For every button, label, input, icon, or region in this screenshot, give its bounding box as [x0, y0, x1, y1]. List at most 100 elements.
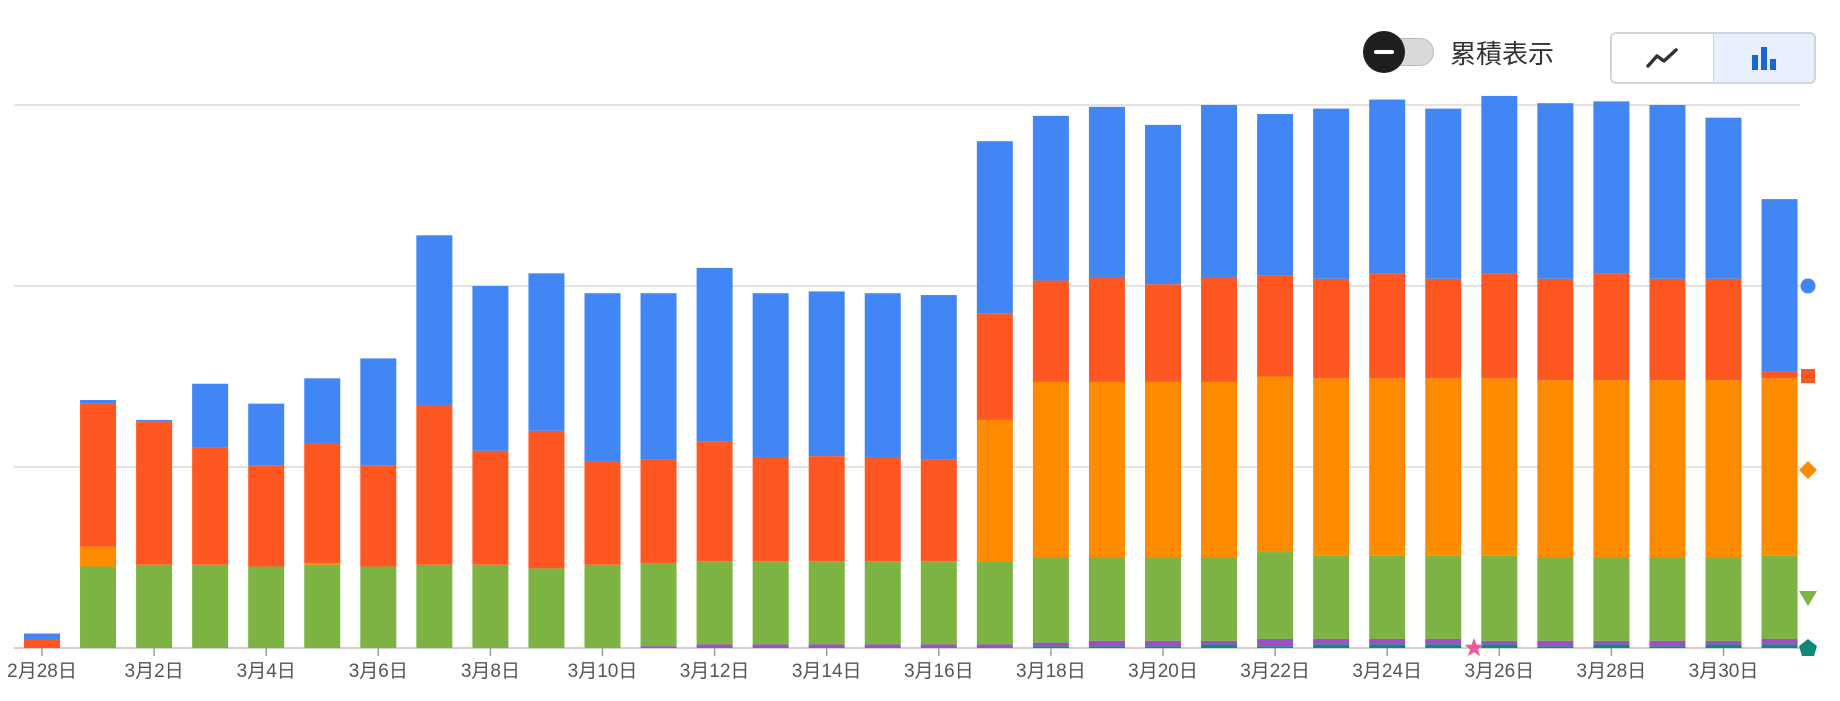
bar-segment[interactable]: [1481, 644, 1518, 648]
bar-segment[interactable]: [920, 459, 957, 562]
bar-view-button[interactable]: [1712, 34, 1814, 82]
bar-segment[interactable]: [1761, 199, 1798, 372]
bar-segment[interactable]: [136, 419, 173, 422]
bar-segment[interactable]: [976, 561, 1013, 645]
bar-segment[interactable]: [1369, 378, 1406, 556]
bar-segment[interactable]: [696, 644, 733, 648]
bar-segment[interactable]: [192, 564, 229, 648]
bar-segment[interactable]: [1369, 273, 1406, 379]
bar-segment[interactable]: [360, 566, 397, 648]
bar-segment[interactable]: [1088, 557, 1125, 641]
bar-segment[interactable]: [640, 293, 677, 460]
bar-segment[interactable]: [920, 644, 957, 648]
bar-segment[interactable]: [1481, 378, 1518, 556]
bar-segment[interactable]: [248, 566, 285, 648]
bar-segment[interactable]: [1481, 555, 1518, 641]
bar-segment[interactable]: [304, 443, 341, 563]
bar-segment[interactable]: [864, 293, 901, 458]
bar-segment[interactable]: [752, 293, 789, 458]
legend-pentagon-icon[interactable]: [1799, 639, 1817, 656]
bar-segment[interactable]: [1481, 640, 1518, 645]
bar-segment[interactable]: [1369, 99, 1406, 274]
bar-segment[interactable]: [696, 441, 733, 562]
bar-segment[interactable]: [976, 313, 1013, 420]
bar-segment[interactable]: [472, 450, 509, 565]
bar-segment[interactable]: [1705, 117, 1742, 279]
bar-segment[interactable]: [640, 646, 677, 648]
bar-segment[interactable]: [1257, 275, 1294, 377]
bar-segment[interactable]: [1201, 276, 1238, 382]
bar-segment[interactable]: [360, 358, 397, 466]
bar-segment[interactable]: [1537, 278, 1574, 381]
bar-segment[interactable]: [24, 638, 60, 648]
bar-segment[interactable]: [192, 383, 229, 448]
legend-diamond-icon[interactable]: [1799, 461, 1817, 479]
bar-segment[interactable]: [1032, 115, 1069, 281]
bar-segment[interactable]: [584, 293, 621, 462]
legend-triangle-icon[interactable]: [1799, 591, 1817, 606]
bar-segment[interactable]: [808, 456, 845, 562]
bar-segment[interactable]: [1369, 555, 1406, 639]
bar-segment[interactable]: [1088, 646, 1125, 648]
bar-segment[interactable]: [864, 644, 901, 648]
bar-segment[interactable]: [1369, 644, 1406, 648]
bar-segment[interactable]: [584, 564, 621, 648]
bar-segment[interactable]: [1425, 378, 1462, 556]
bar-segment[interactable]: [1593, 101, 1630, 274]
bar-segment[interactable]: [1761, 371, 1798, 379]
bar-segment[interactable]: [1088, 381, 1125, 558]
bar-segment[interactable]: [80, 400, 117, 404]
bar-segment[interactable]: [1537, 380, 1574, 558]
bar-segment[interactable]: [1032, 280, 1069, 382]
bar-segment[interactable]: [808, 291, 845, 457]
bar-segment[interactable]: [80, 566, 117, 648]
bar-segment[interactable]: [1649, 646, 1686, 648]
bar-segment[interactable]: [1425, 555, 1462, 639]
bar-segment[interactable]: [1032, 646, 1069, 648]
bar-segment[interactable]: [1425, 638, 1462, 645]
bar-segment[interactable]: [1145, 646, 1181, 648]
line-view-button[interactable]: [1612, 34, 1713, 82]
bar-segment[interactable]: [1257, 376, 1294, 553]
bar-segment[interactable]: [1145, 640, 1181, 647]
bar-segment[interactable]: [248, 403, 285, 466]
bar-segment[interactable]: [360, 465, 397, 567]
bar-segment[interactable]: [1369, 638, 1406, 645]
bar-segment[interactable]: [1705, 644, 1742, 648]
bar-segment[interactable]: [1201, 640, 1238, 645]
bar-segment[interactable]: [1257, 552, 1294, 639]
bar-segment[interactable]: [24, 633, 60, 639]
bar-segment[interactable]: [1201, 644, 1238, 648]
bar-segment[interactable]: [1201, 381, 1238, 558]
bar-segment[interactable]: [1761, 644, 1798, 648]
bar-segment[interactable]: [1705, 557, 1742, 641]
bar-segment[interactable]: [416, 235, 453, 406]
legend-circle-icon[interactable]: [1800, 278, 1816, 294]
bar-segment[interactable]: [416, 405, 453, 565]
bar-segment[interactable]: [1425, 644, 1462, 648]
bar-segment[interactable]: [1593, 644, 1630, 648]
bar-segment[interactable]: [1705, 278, 1742, 381]
bar-segment[interactable]: [808, 644, 845, 648]
minus-icon[interactable]: [1363, 31, 1405, 73]
bar-segment[interactable]: [1145, 381, 1181, 558]
bar-segment[interactable]: [528, 430, 565, 569]
bar-segment[interactable]: [472, 286, 509, 451]
bar-segment[interactable]: [808, 561, 845, 645]
bar-segment[interactable]: [304, 378, 341, 444]
bar-segment[interactable]: [1649, 105, 1686, 279]
bar-segment[interactable]: [752, 457, 789, 562]
bar-segment[interactable]: [248, 465, 285, 567]
bar-segment[interactable]: [1313, 644, 1350, 648]
bar-segment[interactable]: [1201, 105, 1238, 277]
bar-segment[interactable]: [1761, 378, 1798, 556]
bar-segment[interactable]: [1145, 557, 1181, 641]
bar-segment[interactable]: [1425, 108, 1462, 279]
bar-segment[interactable]: [976, 141, 1013, 314]
bar-segment[interactable]: [976, 419, 1013, 562]
bar-segment[interactable]: [1425, 278, 1462, 379]
bar-segment[interactable]: [864, 457, 901, 562]
bar-segment[interactable]: [1201, 557, 1238, 641]
bar-segment[interactable]: [1761, 638, 1798, 645]
bar-segment[interactable]: [1593, 380, 1630, 558]
